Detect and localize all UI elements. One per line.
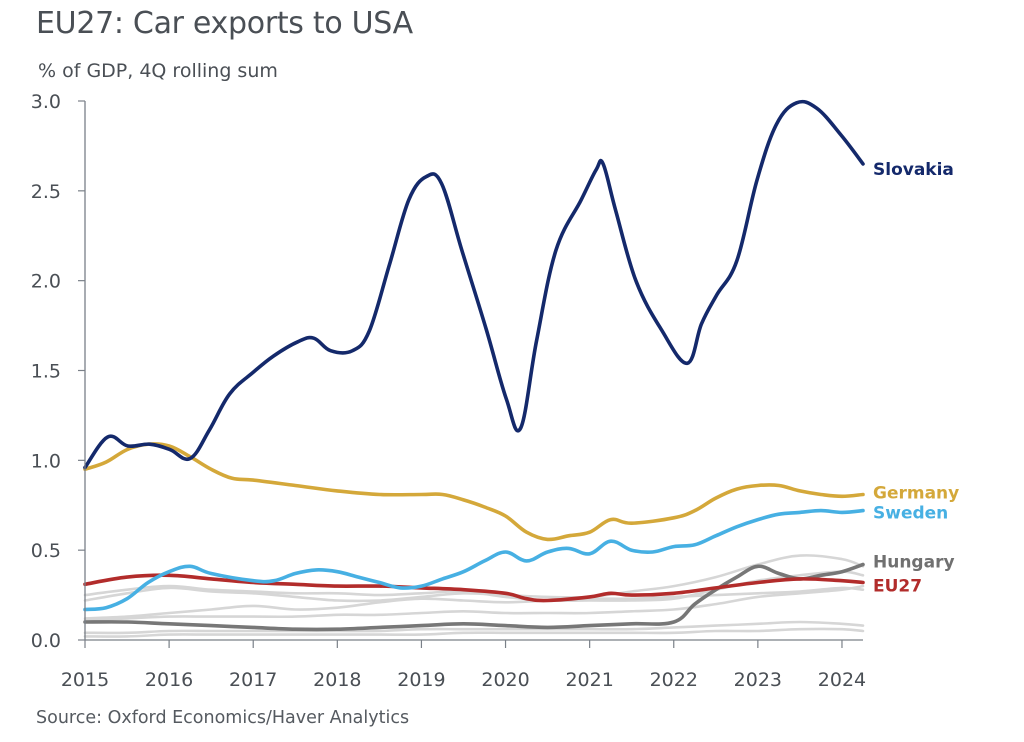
source-note: Source: Oxford Economics/Haver Analytics [36, 708, 410, 728]
series-label-hungary: Hungary [873, 553, 955, 573]
x-tick-label: 2024 [818, 669, 866, 691]
y-tick-label: 1.0 [31, 450, 61, 472]
series-label-sweden: Sweden [873, 504, 948, 524]
y-tick-label: 0.5 [31, 540, 61, 562]
x-tick-label: 2021 [565, 669, 613, 691]
y-tick-label: 1.5 [31, 361, 61, 383]
series-line-slovakia [83, 99, 865, 470]
x-tick-label: 2020 [481, 669, 529, 691]
series-line-germany [83, 442, 865, 542]
series-label-germany: Germany [873, 483, 959, 503]
series-line-hungary [83, 562, 865, 632]
series-line-sweden [83, 508, 865, 612]
series-line-other-eu-members-6 [83, 627, 865, 638]
series-line-other-eu-members-5 [83, 620, 865, 635]
series-line-eu27 [83, 573, 865, 603]
chart-title: EU27: Car exports to USA [36, 6, 413, 41]
ticks: 0.0 0.5 1.0 1.5 2.0 2.5 3.0 2015 2016 2017 2018 201… [31, 91, 866, 691]
series-layer [83, 99, 865, 638]
y-tick-label: 2.0 [31, 271, 61, 293]
series-label-eu27: EU27 [873, 577, 922, 597]
x-tick-label: 2022 [650, 669, 698, 691]
axes [84, 101, 863, 641]
x-tick-label: 2017 [229, 669, 277, 691]
series-line-other-eu-members-2 [83, 570, 865, 603]
chart-subtitle: % of GDP, 4Q rolling sum [38, 60, 278, 82]
x-tick-label: 2015 [61, 669, 109, 691]
y-tick-label: 2.5 [31, 181, 61, 203]
series-line-other-eu-members-3 [83, 586, 865, 620]
y-tick-label: 0.0 [31, 630, 61, 652]
x-tick-label: 2019 [397, 669, 445, 691]
x-tick-label: 2018 [313, 669, 361, 691]
x-tick-label: 2016 [145, 669, 193, 691]
series-label-slovakia: Slovakia [873, 160, 954, 180]
y-tick-label: 3.0 [31, 91, 61, 113]
series-line-other-eu-members-4 [83, 584, 865, 622]
x-tick-label: 2023 [734, 669, 782, 691]
